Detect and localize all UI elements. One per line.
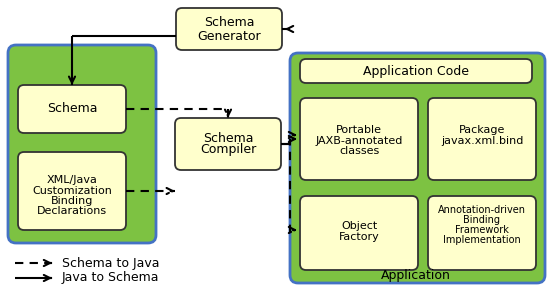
FancyBboxPatch shape [18, 85, 126, 133]
Text: Portable: Portable [336, 125, 382, 135]
FancyBboxPatch shape [290, 53, 545, 283]
Text: Binding: Binding [51, 196, 93, 206]
Text: Binding: Binding [464, 215, 501, 225]
Text: Schema: Schema [204, 15, 254, 29]
Text: Declarations: Declarations [37, 206, 107, 216]
FancyBboxPatch shape [18, 152, 126, 230]
Text: Application: Application [381, 269, 451, 283]
Text: Schema: Schema [203, 131, 253, 145]
FancyBboxPatch shape [176, 8, 282, 50]
Text: Implementation: Implementation [443, 235, 521, 245]
Text: JAXB-annotated: JAXB-annotated [315, 136, 403, 146]
Text: classes: classes [339, 146, 379, 156]
FancyBboxPatch shape [8, 45, 156, 243]
FancyBboxPatch shape [428, 98, 536, 180]
FancyBboxPatch shape [300, 59, 532, 83]
FancyBboxPatch shape [175, 118, 281, 170]
Text: Object: Object [341, 221, 377, 231]
Text: Annotation-driven: Annotation-driven [438, 205, 526, 215]
Text: Package: Package [459, 125, 505, 135]
FancyBboxPatch shape [300, 196, 418, 270]
Text: Java to Schema: Java to Schema [62, 271, 160, 285]
Text: Schema: Schema [47, 103, 97, 116]
Text: Factory: Factory [339, 232, 379, 242]
Text: Customization: Customization [32, 186, 112, 196]
Text: Framework: Framework [455, 225, 509, 235]
Text: Schema to Java: Schema to Java [62, 257, 160, 269]
Text: Compiler: Compiler [200, 144, 256, 156]
FancyBboxPatch shape [300, 98, 418, 180]
FancyBboxPatch shape [428, 196, 536, 270]
Text: XML/Java: XML/Java [46, 175, 98, 185]
Text: Generator: Generator [197, 30, 261, 43]
Text: javax.xml.bind: javax.xml.bind [441, 136, 523, 146]
Text: Application Code: Application Code [363, 64, 469, 77]
